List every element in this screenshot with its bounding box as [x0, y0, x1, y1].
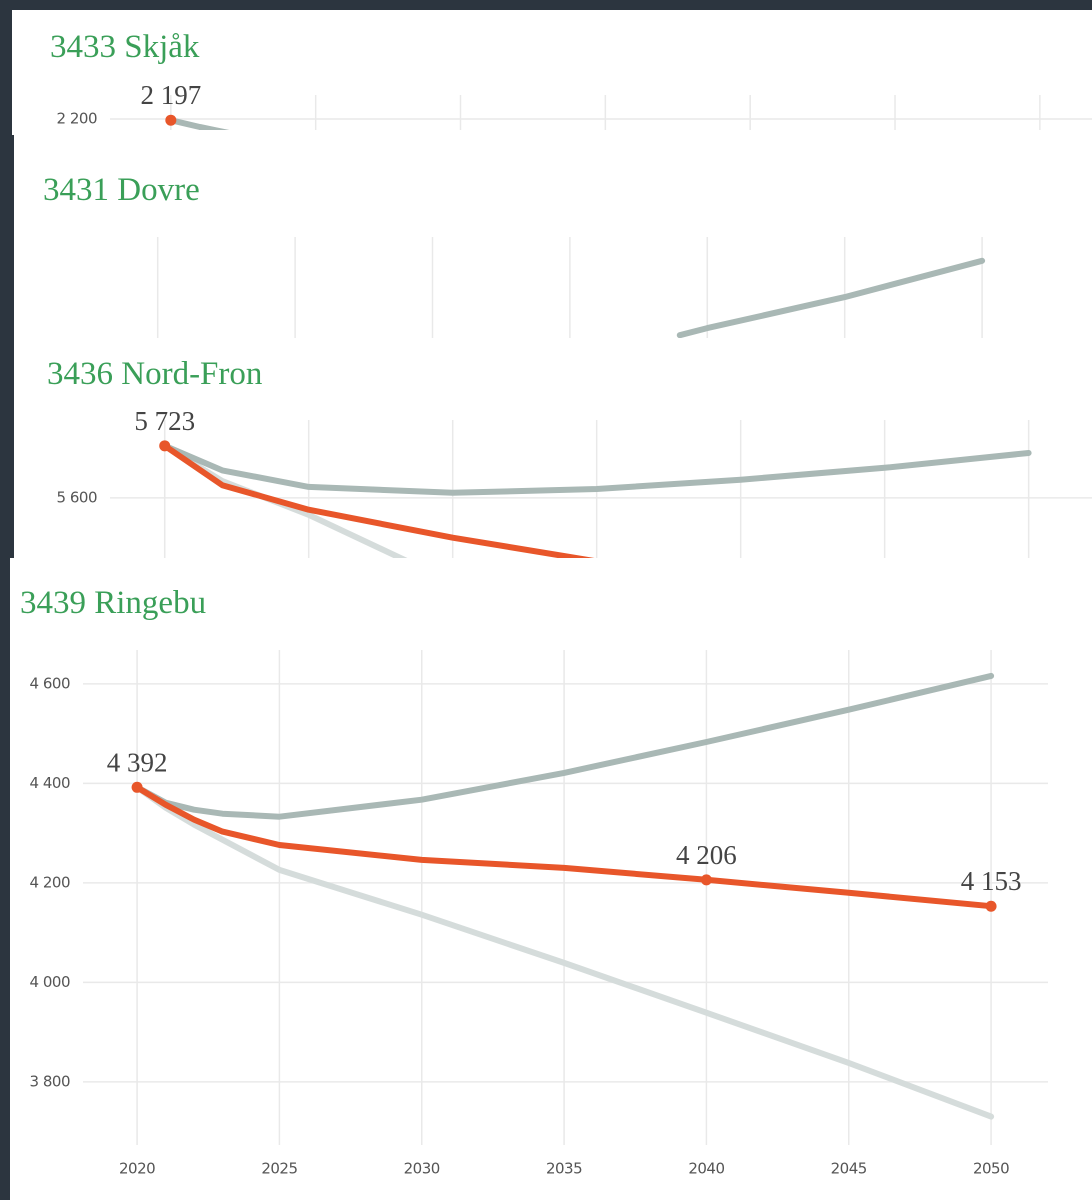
- series-line: [161, 442, 1032, 496]
- data-point: [131, 781, 143, 793]
- chart-title: 3436 Nord-Fron: [47, 356, 262, 392]
- data-point: [700, 874, 712, 886]
- data-label: 4 153: [961, 866, 1022, 896]
- series-line: [676, 257, 986, 339]
- chart-title: 3431 Dovre: [43, 172, 200, 208]
- series-line: [134, 672, 995, 820]
- card-background: [14, 338, 1092, 558]
- card-background: [12, 10, 1092, 135]
- series-line: [134, 784, 995, 1120]
- card-background: [10, 558, 1092, 1200]
- data-label: 5 723: [134, 406, 195, 436]
- y-tick-label: 4 600: [30, 674, 70, 692]
- data-label: 4 206: [676, 840, 737, 870]
- series-line: [134, 784, 995, 910]
- card-background: [14, 130, 1092, 340]
- data-point: [159, 440, 171, 452]
- series-line: [161, 442, 595, 558]
- x-tick-label: 2040: [688, 1160, 724, 1178]
- y-tick-label: 4 000: [30, 973, 70, 991]
- x-tick-label: 2030: [404, 1160, 440, 1178]
- y-tick-label: 3 800: [30, 1072, 70, 1090]
- y-tick-label: 4 400: [30, 774, 70, 792]
- x-tick-label: 2020: [119, 1160, 155, 1178]
- chart-title: 3439 Ringebu: [20, 585, 206, 621]
- data-label: 2 197: [140, 80, 201, 110]
- x-tick-label: 2025: [261, 1160, 297, 1178]
- card-body: 3433 Skjåk 2 200 2 197: [12, 10, 1092, 135]
- y-tick-label: 5 600: [57, 488, 97, 506]
- x-tick-label: 2050: [973, 1160, 1009, 1178]
- data-point: [985, 900, 997, 912]
- card-body: 3431 Dovre: [14, 130, 1092, 340]
- x-tick-label: 2045: [831, 1160, 867, 1178]
- y-tick-label: 4 200: [30, 873, 70, 891]
- data-point: [165, 114, 177, 126]
- card-body: 3439 Ringebu 2020 2025 2030 2035 2040 2045 2050…: [10, 558, 1092, 1200]
- card-body: 3436 Nord-Fron 5 600 5 723: [14, 338, 1092, 558]
- data-label: 4 392: [107, 747, 168, 777]
- chart-title: 3433 Skjåk: [50, 29, 200, 65]
- x-tick-label: 2035: [546, 1160, 582, 1178]
- y-tick-label: 2 200: [57, 110, 97, 128]
